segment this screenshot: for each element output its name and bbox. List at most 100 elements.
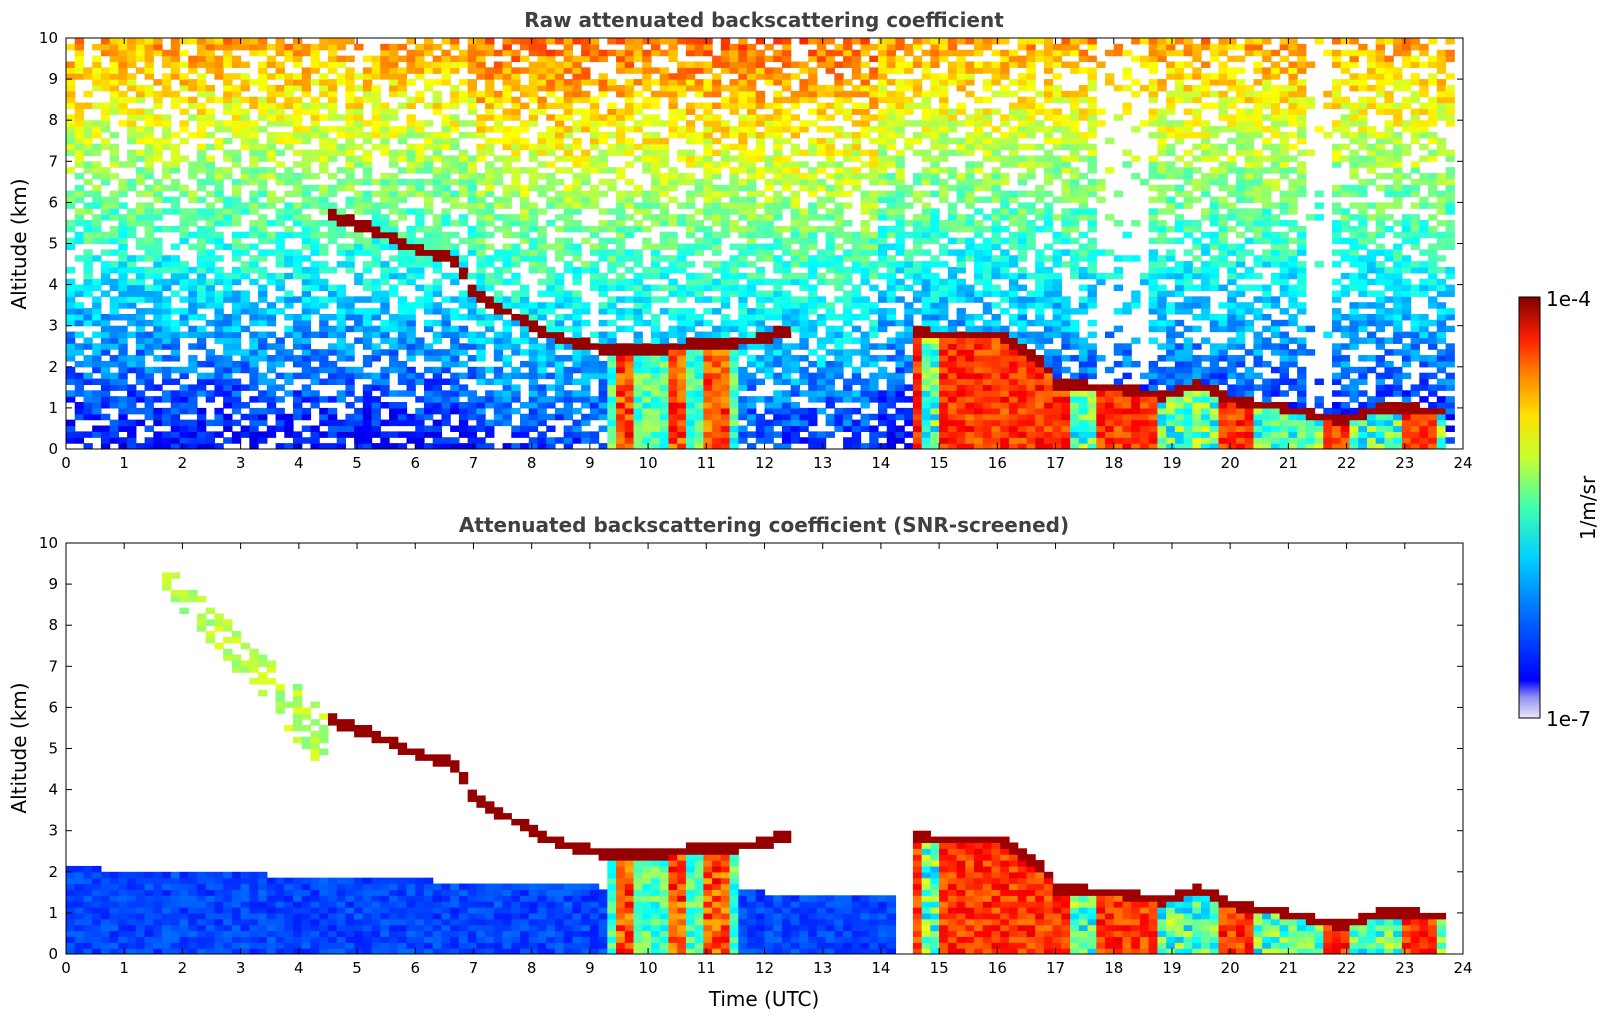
heatmap-cell [196,261,207,268]
heatmap-cell [100,38,111,45]
heatmap-cell [336,214,346,221]
heatmap-cell [528,390,539,397]
heatmap-cell [843,355,853,362]
heatmap-cell [231,237,242,245]
heatmap-cell [275,214,285,221]
heatmap-cell [659,143,670,151]
heatmap-cell [773,402,783,409]
heatmap-cell [694,43,704,51]
heatmap-cell [406,302,416,309]
heatmap-cell [537,360,547,368]
heatmap-cell [293,296,303,303]
heatmap-cell [860,79,870,86]
heatmap-cell [362,266,373,274]
heatmap-cell [843,79,853,86]
heatmap-cell [764,102,774,110]
heatmap-cell [83,249,93,256]
heatmap-cell [921,131,931,139]
heatmap-cell [458,302,469,309]
heatmap-cell [685,290,696,297]
heatmap-cell [258,378,268,386]
heatmap-cell [738,325,748,333]
heatmap-cell [834,126,844,133]
heatmap-cell [441,38,451,45]
heatmap-cell [319,360,329,368]
heatmap-cell [214,325,224,333]
heatmap-cell [118,67,128,74]
heatmap-cell [100,120,111,127]
heatmap-cell [703,407,713,415]
heatmap-cell [74,378,85,386]
heatmap-cell [537,184,547,192]
heatmap-cell [930,290,940,297]
heatmap-cell [83,313,93,321]
heatmap-cell [415,249,425,256]
heatmap-cell [162,331,172,339]
heatmap-cell [616,220,626,227]
heatmap-cell [886,231,897,239]
heatmap-cell [712,173,722,180]
heatmap-cell [205,167,216,174]
heatmap-cell [633,331,643,339]
heatmap-cell [773,396,783,403]
heatmap-cell [275,38,285,45]
heatmap-cell [650,161,661,168]
heatmap-cell [127,425,137,432]
heatmap-cell [423,38,434,45]
heatmap-cell [764,155,774,162]
heatmap-cell [624,196,635,203]
heatmap-cell [380,114,390,121]
heatmap-cell [310,79,320,86]
heatmap-cell [563,396,574,403]
heatmap-cell [851,390,862,397]
heatmap-cell [249,337,259,344]
heatmap-cell [196,225,207,233]
heatmap-cell [493,137,504,145]
heatmap-cell [694,220,704,227]
heatmap-cell [266,302,277,309]
heatmap-cell [825,231,835,239]
heatmap-cell [781,331,792,339]
heatmap-cell [685,419,696,427]
heatmap-cell [764,355,774,362]
heatmap-cell [345,220,355,227]
heatmap-cell [441,349,451,356]
heatmap-cell [406,319,416,327]
heatmap-cell [563,55,574,63]
heatmap-cell [773,284,783,292]
heatmap-cell [493,73,504,80]
heatmap-cell [92,73,102,80]
heatmap-cell [720,278,731,286]
heatmap-cell [179,79,189,86]
heatmap-cell [764,431,774,438]
heatmap-cell [109,343,119,350]
heatmap-cell [266,331,277,339]
heatmap-cell [528,49,539,57]
heatmap-cell [188,214,198,221]
heatmap-cell [214,372,224,380]
heatmap-cell [685,278,696,286]
heatmap-cell [520,137,530,145]
heatmap-cell [345,173,355,180]
heatmap-cell [249,38,259,45]
heatmap-cell [153,278,163,286]
heatmap-cell [406,261,416,268]
heatmap-cell [476,296,486,303]
heatmap-cell [747,155,757,162]
heatmap-cell [336,249,346,256]
heatmap-cell [441,184,451,192]
heatmap-cell [712,431,722,438]
heatmap-cell [773,49,783,57]
heatmap-cell [834,178,844,186]
heatmap-cell [729,108,739,115]
heatmap-cell [92,431,102,438]
heatmap-cell [223,202,233,209]
heatmap-cell [196,49,207,57]
heatmap-cell [74,331,85,339]
heatmap-cell [423,366,434,374]
heatmap-cell [668,237,678,245]
heatmap-cell [205,190,216,198]
heatmap-cell [223,73,233,80]
heatmap-cell [415,337,425,344]
heatmap-cell [650,349,661,356]
